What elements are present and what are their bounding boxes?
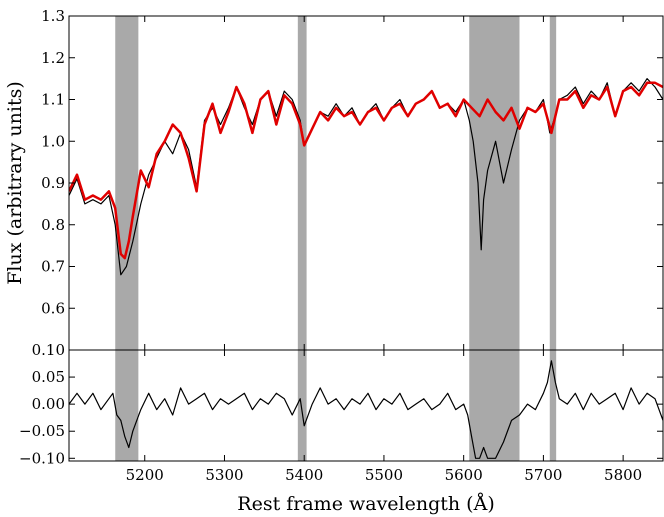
bottom-masked-region-1 <box>297 350 307 461</box>
top-y-tick-label: 0.7 <box>41 258 65 276</box>
top-masked-region-0 <box>115 16 139 350</box>
top-y-tick-label: 0.8 <box>41 216 65 234</box>
x-tick-label: 5500 <box>365 466 403 484</box>
bottom-y-tick-label: 0.10 <box>32 341 65 359</box>
bottom-y-tick-label: 0.00 <box>32 395 65 413</box>
top-y-tick-label: 1.1 <box>41 91 65 109</box>
bottom-y-ticks: −0.10 −0.05 0.00 0.05 0.10 <box>19 341 663 467</box>
bottom-plot-frame <box>68 349 664 462</box>
top-series-1-model-line <box>69 81 663 260</box>
top-y-tick-label: 1.2 <box>41 49 65 67</box>
top-y-ticks: 0.6 0.7 0.8 0.9 1.0 1.1 1.2 1.3 <box>41 7 663 317</box>
x-axis-title: Rest frame wavelength (Å) <box>237 493 494 515</box>
bottom-masked-region-3 <box>549 350 557 461</box>
bottom-series-0-spectrum-line <box>69 360 663 459</box>
bottom-y-tick-label: 0.05 <box>32 368 65 386</box>
top-y-tick-label: 1.3 <box>41 7 65 25</box>
x-tick-label: 5800 <box>604 466 642 484</box>
bottom-series-group <box>69 360 663 459</box>
top-series-0-spectrum-line <box>69 77 663 276</box>
top-plot-frame <box>68 15 664 351</box>
top-x-tick-marks <box>144 16 624 350</box>
flux-panel: 0.6 0.7 0.8 0.9 1.0 1.1 1.2 1.3 <box>41 7 664 351</box>
top-masked-region-3 <box>549 16 557 350</box>
bottom-masked-region-2 <box>469 350 520 461</box>
y-axis-title: Flux (arbitrary units) <box>4 81 26 285</box>
top-masked-region-1 <box>297 16 307 350</box>
x-tick-label: 5700 <box>524 466 562 484</box>
top-masked-regions <box>115 16 557 350</box>
top-y-tick-label: 1.0 <box>41 132 65 150</box>
bottom-masked-region-0 <box>115 350 139 461</box>
bottom-x-ticks: 5200 5300 5400 5500 5600 5700 5800 <box>126 350 642 484</box>
top-y-tick-label: 0.6 <box>41 299 65 317</box>
x-tick-label: 5600 <box>445 466 483 484</box>
bottom-y-tick-label: −0.10 <box>19 449 65 467</box>
x-tick-label: 5400 <box>285 466 323 484</box>
top-series-group <box>69 77 663 276</box>
bottom-masked-regions <box>115 350 557 461</box>
x-tick-label: 5300 <box>205 466 243 484</box>
top-y-tick-label: 0.9 <box>41 174 65 192</box>
bottom-y-tick-label: −0.05 <box>19 422 65 440</box>
residual-panel: −0.10−0.050.000.050.10 5200 5300 5400 5500 5… <box>19 341 664 484</box>
top-masked-region-2 <box>469 16 520 350</box>
x-tick-label: 5200 <box>126 466 164 484</box>
